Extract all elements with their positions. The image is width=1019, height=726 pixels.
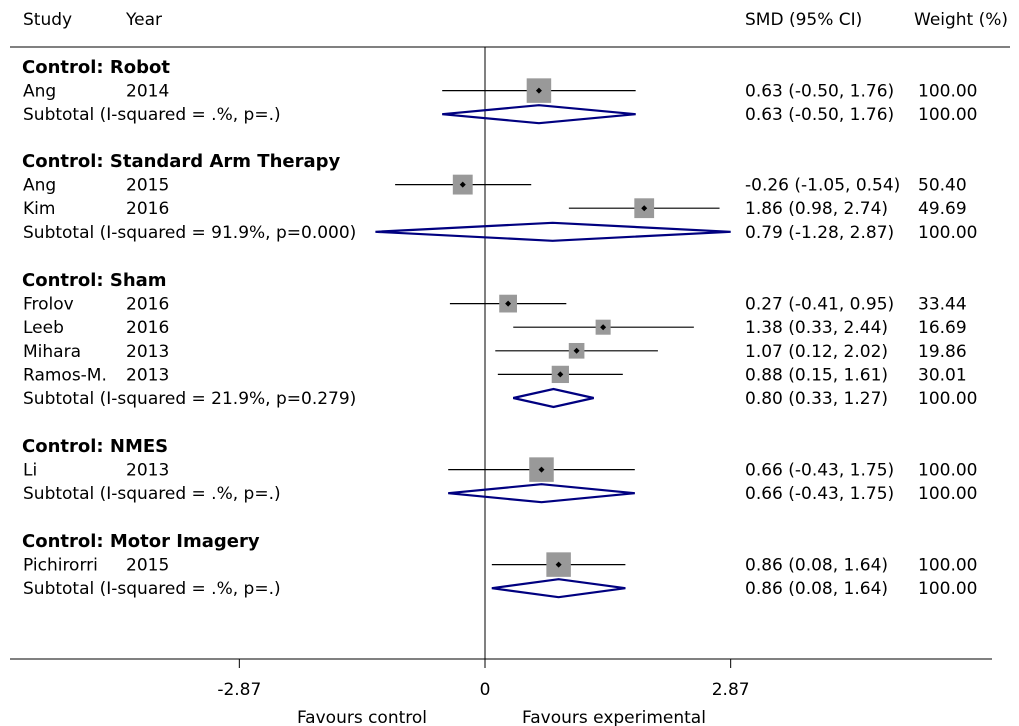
point-estimate-marker (535, 87, 542, 94)
study-year: 2016 (126, 318, 169, 338)
study-weight: 30.01 (918, 365, 967, 385)
effect-ci: 0.63 (-0.50, 1.76) (745, 82, 894, 102)
subtotal-effect-ci: 0.86 (0.08, 1.64) (745, 579, 888, 599)
effect-ci: 0.88 (0.15, 1.61) (745, 365, 888, 385)
subtotal-weight: 100.00 (918, 389, 977, 409)
subtotal-label: Subtotal (I-squared = .%, p=.) (23, 105, 281, 125)
header-study: Study (23, 10, 72, 30)
study-name: Pichirorri (23, 556, 98, 576)
subtotal-diamond (442, 104, 636, 125)
subtotal-diamond (513, 387, 594, 409)
study-weight: 50.40 (918, 176, 967, 196)
study-name: Kim (23, 199, 55, 219)
study-weight: 19.86 (918, 342, 967, 362)
study-name: Frolov (23, 295, 74, 315)
point-estimate-marker (557, 371, 564, 378)
study-year: 2016 (126, 295, 169, 315)
effect-ci: -0.26 (-1.05, 0.54) (745, 176, 900, 196)
point-estimate-marker (600, 324, 607, 331)
study-year: 2015 (126, 176, 169, 196)
subtotal-effect-ci: 0.80 (0.33, 1.27) (745, 389, 888, 409)
study-name: Ang (23, 176, 56, 196)
x-tick-label: 2.87 (712, 680, 750, 700)
study-name: Mihara (23, 342, 81, 362)
subtotal-weight: 100.00 (918, 223, 977, 243)
study-year: 2013 (126, 365, 169, 385)
study-name: Ang (23, 82, 56, 102)
group-label: Control: Sham (22, 270, 167, 291)
subtotal-weight: 100.00 (918, 579, 977, 599)
study-name: Ramos-M. (23, 365, 107, 385)
study-name: Li (23, 461, 37, 481)
effect-ci: 0.86 (0.08, 1.64) (745, 556, 888, 576)
point-estimate-marker (641, 205, 648, 212)
x-axis: -2.87 0 2.87 (217, 659, 750, 700)
subtotal-weight: 100.00 (918, 484, 977, 504)
study-year: 2015 (126, 556, 169, 576)
header-weight: Weight (%) (914, 10, 1008, 30)
effect-ci: 1.38 (0.33, 2.44) (745, 318, 888, 338)
subtotal-label: Subtotal (I-squared = .%, p=.) (23, 579, 281, 599)
study-weight: 100.00 (918, 82, 977, 102)
effect-ci: 0.27 (-0.41, 0.95) (745, 295, 894, 315)
subtotal-weight: 100.00 (918, 105, 977, 125)
forest-rows: Control: Robot Ang 2014 0.63 (-0.50, 1.76) 1… (22, 57, 977, 599)
subtotal-label: Subtotal (I-squared = .%, p=.) (23, 484, 281, 504)
subtotal-diamond (491, 578, 626, 599)
study-weight: 33.44 (918, 295, 967, 315)
study-weight: 49.69 (918, 199, 967, 219)
point-estimate-marker (555, 561, 562, 568)
study-name: Leeb (23, 318, 64, 338)
favours-experimental-label: Favours experimental (522, 708, 706, 726)
group-label: Control: Robot (22, 57, 170, 78)
study-weight: 16.69 (918, 318, 967, 338)
header-effect: SMD (95% CI) (745, 10, 862, 30)
x-tick-label: -2.87 (217, 680, 261, 700)
subtotal-diamond (375, 221, 731, 242)
study-weight: 100.00 (918, 556, 977, 576)
subtotal-label: Subtotal (I-squared = 21.9%, p=0.279) (23, 389, 356, 409)
group-label: Control: NMES (22, 436, 168, 457)
subtotal-effect-ci: 0.63 (-0.50, 1.76) (745, 105, 894, 125)
favours-control-label: Favours control (297, 708, 427, 726)
x-tick-label: 0 (480, 680, 491, 700)
point-estimate-marker (538, 466, 545, 473)
effect-ci: 1.86 (0.98, 2.74) (745, 199, 888, 219)
study-year: 2013 (126, 342, 169, 362)
subtotal-effect-ci: 0.79 (-1.28, 2.87) (745, 223, 894, 243)
subtotal-effect-ci: 0.66 (-0.43, 1.75) (745, 484, 894, 504)
study-weight: 100.00 (918, 461, 977, 481)
header-year: Year (125, 10, 162, 30)
group-label: Control: Standard Arm Therapy (22, 151, 341, 172)
group-label: Control: Motor Imagery (22, 531, 260, 552)
study-year: 2016 (126, 199, 169, 219)
point-estimate-marker (573, 347, 580, 354)
point-estimate-marker (459, 181, 466, 188)
study-year: 2014 (126, 82, 169, 102)
study-year: 2013 (126, 461, 169, 481)
point-estimate-marker (505, 300, 512, 307)
effect-ci: 1.07 (0.12, 2.02) (745, 342, 888, 362)
subtotal-diamond (448, 483, 635, 504)
subtotal-label: Subtotal (I-squared = 91.9%, p=0.000) (23, 223, 356, 243)
effect-ci: 0.66 (-0.43, 1.75) (745, 461, 894, 481)
